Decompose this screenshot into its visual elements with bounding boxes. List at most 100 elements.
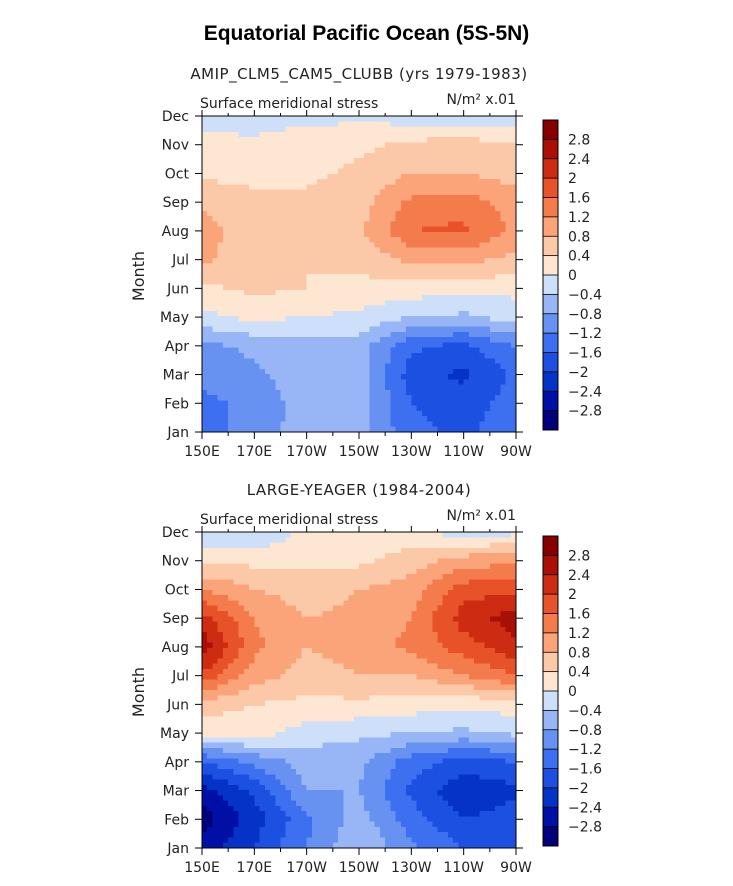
contour-cell (239, 400, 245, 406)
contour-cell (453, 148, 459, 154)
contour-cell (448, 306, 454, 312)
contour-cell (281, 748, 287, 754)
contour-cell (270, 764, 276, 770)
contour-cell (354, 358, 360, 364)
contour-cell (322, 163, 328, 169)
contour-cell (385, 132, 391, 138)
contour-cell (438, 295, 444, 301)
contour-cell (301, 616, 307, 622)
contour-cell (438, 174, 444, 180)
contour-cell (249, 390, 255, 396)
contour-cell (396, 353, 402, 359)
contour-cell (202, 648, 208, 654)
contour-cell (291, 743, 297, 749)
contour-cell (218, 163, 224, 169)
contour-cell (317, 316, 323, 322)
contour-cell (458, 295, 464, 301)
contour-cell (406, 411, 412, 417)
contour-cell (343, 316, 349, 322)
contour-cell (239, 395, 245, 401)
contour-cell (202, 785, 208, 791)
contour-cell (411, 374, 417, 380)
contour-cell (244, 353, 250, 359)
contour-cell (390, 216, 396, 222)
contour-cell (490, 179, 496, 185)
contour-cell (202, 395, 208, 401)
contour-cell (301, 695, 307, 701)
contour-cell (453, 179, 459, 185)
contour-cell (239, 622, 245, 628)
contour-cell (260, 822, 266, 828)
contour-cell (396, 342, 402, 348)
contour-cell (354, 400, 360, 406)
contour-cell (469, 274, 475, 280)
contour-cell (490, 316, 496, 322)
contour-cell (380, 163, 386, 169)
contour-cell (307, 321, 313, 327)
contour-cell (495, 321, 501, 327)
contour-cell (417, 253, 423, 259)
contour-cell (333, 263, 339, 269)
contour-cell (401, 406, 407, 412)
contour-cell (281, 574, 287, 580)
contour-cell (333, 153, 339, 159)
contour-cell (500, 174, 506, 180)
contour-cell (490, 127, 496, 133)
contour-cell (260, 737, 266, 743)
contour-cell (422, 411, 428, 417)
units-label: N/m² x.01 (447, 92, 516, 108)
contour-cell (469, 311, 475, 317)
contour-cell (401, 300, 407, 306)
contour-cell (218, 606, 224, 612)
contour-cell (291, 311, 297, 317)
contour-cell (375, 295, 381, 301)
contour-cell (385, 200, 391, 206)
contour-cell (270, 269, 276, 275)
contour-cell (275, 337, 281, 343)
contour-cell (411, 353, 417, 359)
contour-cell (223, 711, 229, 717)
contour-cell (265, 795, 271, 801)
contour-cell (265, 743, 271, 749)
contour-cell (239, 674, 245, 680)
contour-cell (333, 358, 339, 364)
contour-cell (223, 595, 229, 601)
contour-cell (260, 590, 266, 596)
colorbar-swatch (543, 236, 558, 256)
contour-cell (474, 195, 480, 201)
contour-cell (207, 553, 213, 559)
contour-cell (432, 221, 438, 227)
contour-cell (469, 379, 475, 385)
contour-cell (233, 148, 239, 154)
contour-cell (296, 543, 302, 549)
contour-cell (307, 406, 313, 412)
contour-cell (443, 232, 449, 238)
contour-cell (427, 253, 433, 259)
contour-cell (286, 753, 292, 759)
contour-cell (286, 785, 292, 791)
contour-cell (228, 348, 234, 354)
contour-cell (380, 242, 386, 248)
contour-cell (281, 790, 287, 796)
contour-cell (260, 274, 266, 280)
contour-cell (202, 611, 208, 617)
contour-cell (207, 564, 213, 570)
contour-cell (233, 374, 239, 380)
contour-cell (270, 390, 276, 396)
contour-cell (223, 242, 229, 248)
contour-cell (307, 274, 313, 280)
contour-cell (233, 300, 239, 306)
contour-cell (254, 690, 260, 696)
contour-cell (281, 364, 287, 370)
contour-cell (291, 837, 297, 843)
contour-cell (249, 174, 255, 180)
contour-cell (349, 206, 355, 212)
contour-cell (474, 269, 480, 275)
contour-cell (265, 711, 271, 717)
contour-cell (448, 174, 454, 180)
contour-cell (291, 690, 297, 696)
contour-cell (212, 290, 218, 296)
contour-cell (343, 116, 349, 122)
contour-cell (500, 379, 506, 385)
contour-cell (233, 342, 239, 348)
